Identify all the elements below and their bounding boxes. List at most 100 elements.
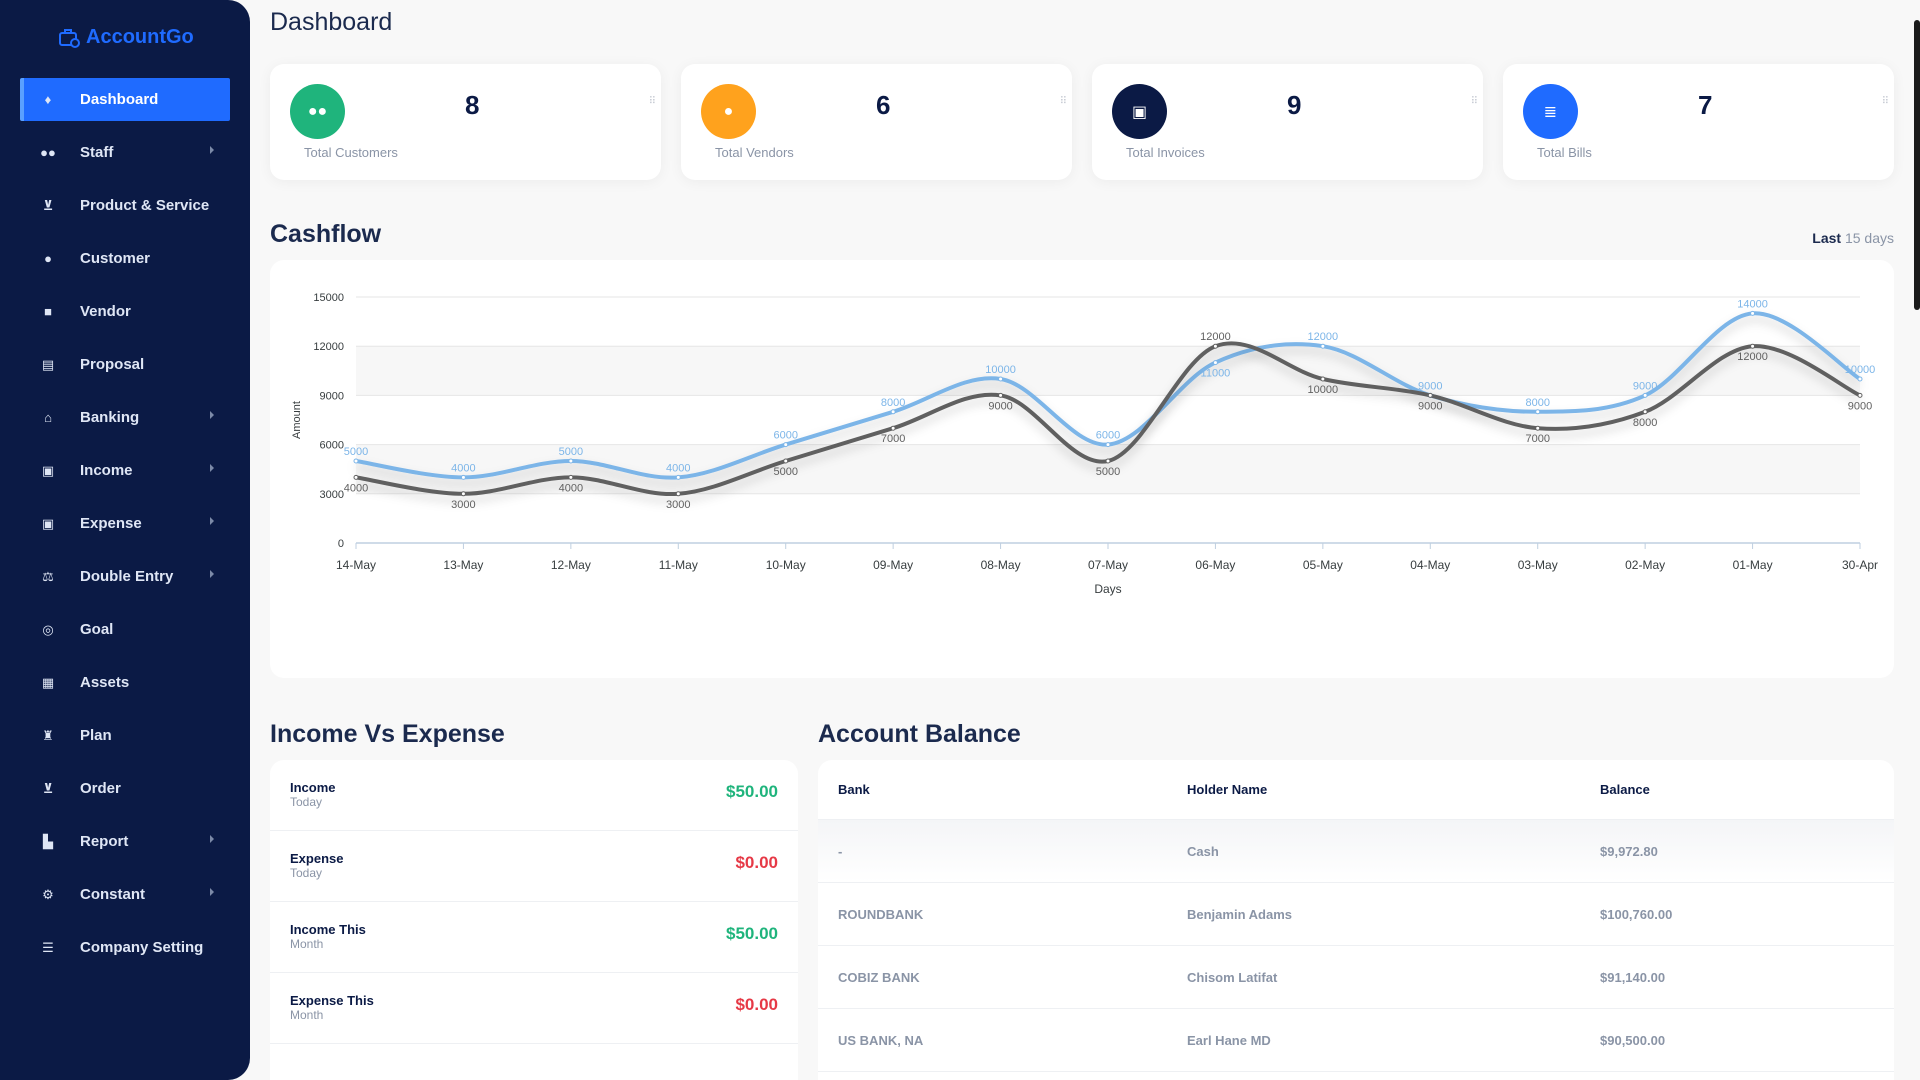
flame-icon: ♦ (44, 92, 52, 107)
col-holder-name: Holder Name (1187, 782, 1268, 797)
drag-handle-icon[interactable]: ⠿ (648, 96, 656, 107)
trophy-icon: ♜ (42, 727, 54, 743)
row-label: Income This (290, 922, 366, 937)
cashflow-chart-card: 0 3000 6000 9000 12000 15000 14-May 13-May 12-Ma… (270, 260, 1894, 678)
series-line-1 (355, 341, 1861, 497)
cart-icon: ⊻ (42, 197, 54, 213)
income-expense-row: Income This Month $50.00 (270, 902, 798, 973)
data-label: 9000 (1848, 400, 1872, 412)
data-point (568, 474, 574, 480)
sidebar-item-report[interactable]: ▙ Report (20, 820, 230, 863)
table-row[interactable]: - Cash $9,972.80 (818, 820, 1894, 883)
sidebar-item-income[interactable]: ▣ Income (20, 449, 230, 492)
sidebar-item-expense[interactable]: ▣ Expense (20, 502, 230, 545)
row-amount: $50.00 (726, 782, 778, 801)
data-point (1105, 442, 1111, 448)
income-expense-row: Expense Today $0.00 (270, 831, 798, 902)
stat-card-total-vendors[interactable]: ● 6 Total Vendors ⠿ (681, 64, 1072, 180)
cell-holder-name: Chisom Latifat (1187, 970, 1278, 985)
data-label: 8000 (881, 397, 905, 409)
stat-value: 6 (876, 90, 891, 120)
sidebar-item-plan[interactable]: ♜ Plan (20, 714, 230, 757)
stat-card-total-customers[interactable]: ●● 8 Total Customers ⠿ (270, 64, 661, 180)
sidebar-item-label: Report (80, 833, 129, 850)
sidebar-item-label: Customer (80, 250, 151, 267)
sidebar-item-dashboard[interactable]: ♦ Dashboard (20, 78, 230, 121)
cart-plus-icon: ⊻ (42, 780, 54, 796)
row-sublabel: Today (290, 866, 323, 880)
chevron-right-icon (210, 517, 214, 525)
x-tick-label: 10-May (766, 558, 806, 572)
sidebar-item-order[interactable]: ⊻ Order (20, 767, 230, 810)
data-point (1750, 343, 1756, 349)
data-label: 12000 (1737, 351, 1768, 363)
drag-handle-icon[interactable]: ⠿ (1881, 96, 1889, 107)
brand-logo[interactable]: AccountGo (58, 26, 194, 49)
sidebar-item-company-setting[interactable]: ☰ Company Setting (20, 926, 230, 969)
row-sublabel: Today (290, 795, 323, 809)
sidebar-item-banking[interactable]: ⌂ Banking (20, 396, 230, 439)
data-point (460, 474, 466, 480)
stat-label: Total Bills (1537, 145, 1592, 160)
data-label: 8000 (1633, 417, 1657, 429)
data-label: 14000 (1737, 298, 1768, 310)
bank-icon: ⌂ (44, 410, 52, 425)
sidebar-item-label: Banking (80, 409, 140, 426)
row-amount: $50.00 (726, 924, 778, 943)
row-label: Expense (290, 851, 344, 866)
cell-bank: COBIZ BANK (838, 970, 920, 985)
income-expense-row: Income Today $50.00 (270, 760, 798, 831)
sidebar-item-product-service[interactable]: ⊻ Product & Service (20, 184, 230, 227)
sidebar-item-constant[interactable]: ⚙ Constant (20, 873, 230, 916)
data-label: 11000 (1201, 368, 1231, 380)
table-row[interactable]: ROUNDBANK Benjamin Adams $100,760.00 (818, 883, 1894, 946)
page-scrollbar[interactable] (1914, 20, 1920, 310)
user-tie-icon: ● (44, 251, 52, 266)
y-tick-label: 6000 (320, 440, 344, 452)
x-tick-label: 12-May (551, 558, 591, 572)
stat-card-total-bills[interactable]: ≣ 7 Total Bills ⠿ (1503, 64, 1894, 180)
sidebar-item-label: Product & Service (80, 197, 210, 214)
cell-balance: $100,760.00 (1600, 907, 1673, 922)
data-point (460, 491, 466, 497)
sidebar-item-customer[interactable]: ● Customer (20, 237, 230, 280)
drag-handle-icon[interactable]: ⠿ (1059, 96, 1067, 107)
sidebar-item-label: Double Entry (80, 568, 174, 585)
data-point (1857, 392, 1863, 398)
brand-name: AccountGo (86, 26, 194, 48)
sidebar-item-goal[interactable]: ◎ Goal (20, 608, 230, 651)
sliders-icon: ☰ (42, 939, 54, 955)
table-row[interactable]: US BANK, NA Earl Hane MD $90,500.00 (818, 1009, 1894, 1072)
x-tick-label: 07-May (1088, 558, 1128, 572)
stat-label: Total Vendors (715, 145, 794, 160)
y-tick-label: 3000 (320, 489, 344, 501)
sidebar-item-double-entry[interactable]: ⚖ Double Entry (20, 555, 230, 598)
sidebar-item-assets[interactable]: ▦ Assets (20, 661, 230, 704)
data-label: 7000 (881, 433, 905, 445)
sidebar-item-vendor[interactable]: ■ Vendor (20, 290, 230, 333)
data-point (353, 458, 359, 464)
drag-handle-icon[interactable]: ⠿ (1470, 96, 1478, 107)
data-point (998, 376, 1004, 382)
y-tick-label: 15000 (313, 292, 344, 304)
cell-holder-name: Earl Hane MD (1187, 1033, 1271, 1048)
data-point (1212, 360, 1218, 366)
row-label: Expense This (290, 993, 374, 1008)
stat-value: 9 (1287, 90, 1302, 120)
income-expense-card: Income Today $50.00 Expense Today $0.00 Income… (270, 760, 798, 1080)
table-row[interactable]: COBIZ BANK Chisom Latifat $91,140.00 (818, 946, 1894, 1009)
cashflow-chart: 0 3000 6000 9000 12000 15000 14-May 13-May 12-Ma… (291, 292, 1878, 596)
money-bill-icon: ▣ (1112, 84, 1167, 139)
income-expense-row: Expense This Month $0.00 (270, 973, 798, 1044)
cell-holder-name: Benjamin Adams (1187, 907, 1292, 922)
stat-value: 7 (1698, 90, 1713, 120)
sidebar-item-proposal[interactable]: ▤ Proposal (20, 343, 230, 386)
sidebar-item-staff[interactable]: ●● Staff (20, 131, 230, 174)
data-label: 4000 (559, 482, 583, 494)
cashflow-range: Last 15 days (1812, 230, 1894, 246)
col-bank: Bank (838, 782, 870, 797)
sidebar-item-label: Expense (80, 515, 142, 532)
chart-area-icon: ▙ (43, 833, 53, 849)
stat-card-total-invoices[interactable]: ▣ 9 Total Invoices ⠿ (1092, 64, 1483, 180)
data-point (1320, 376, 1326, 382)
